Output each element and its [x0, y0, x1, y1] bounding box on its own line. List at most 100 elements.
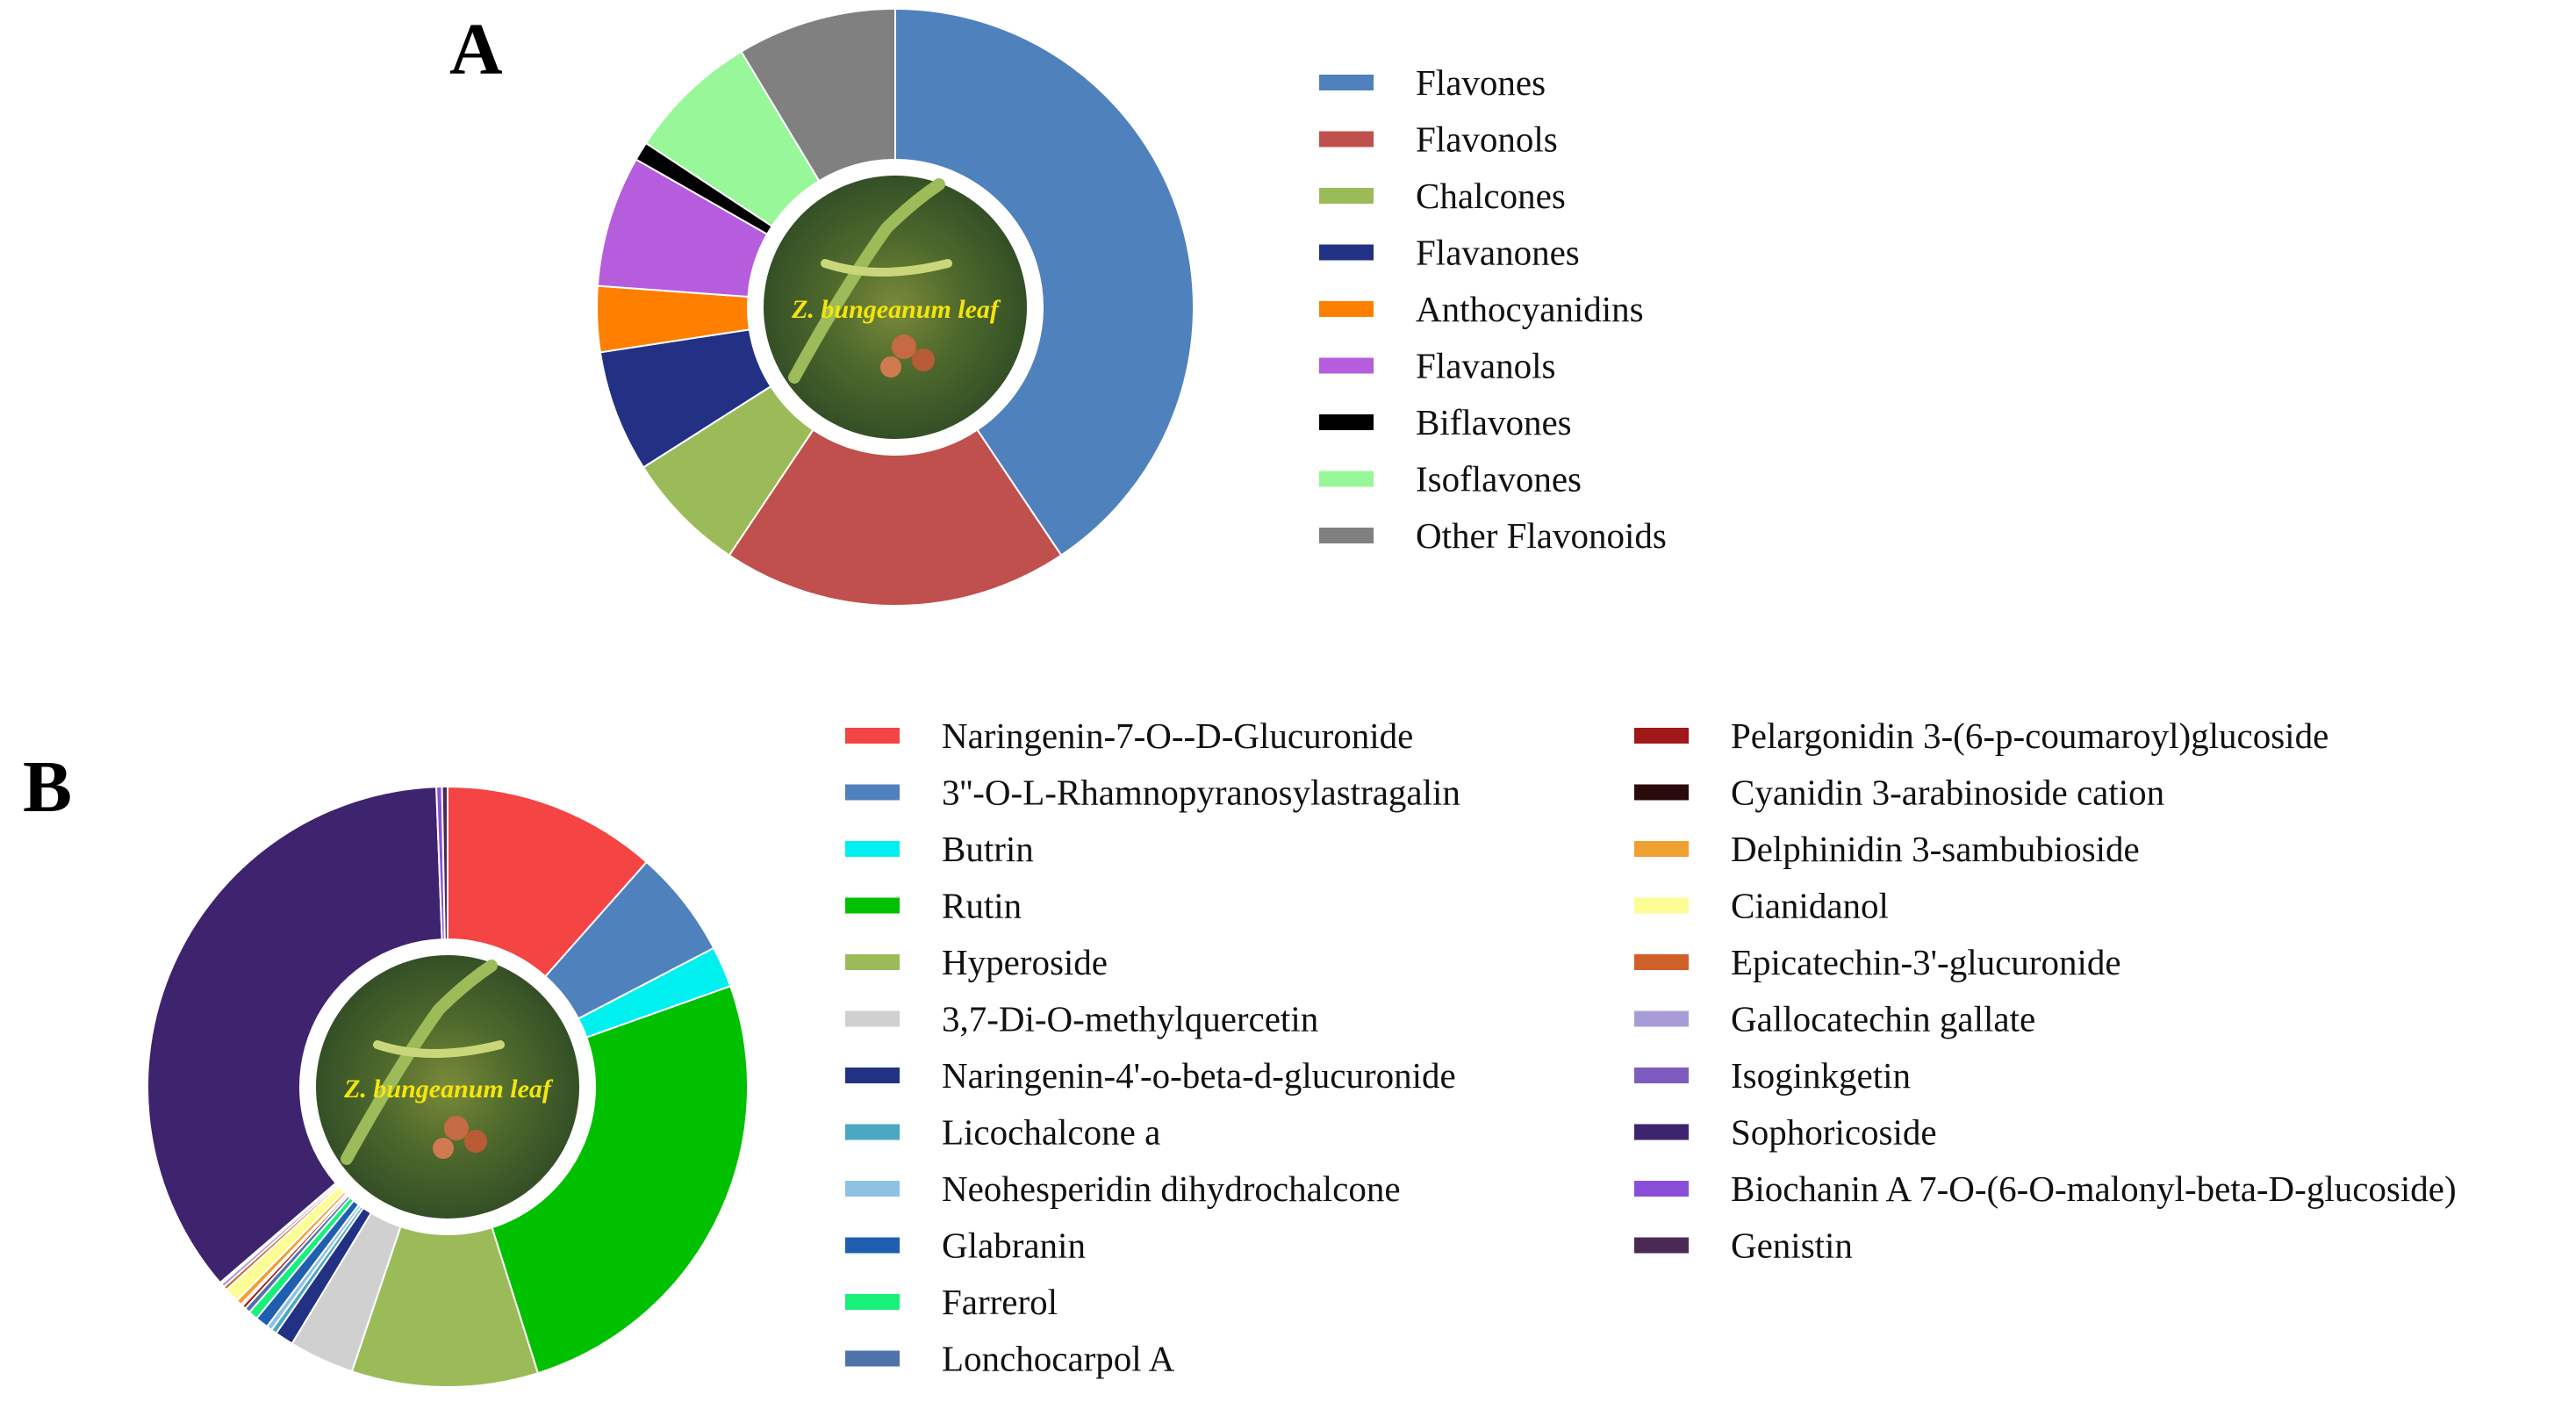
- legend-item-b-rutin: Rutin: [845, 886, 1022, 926]
- legend-swatch-b-isoginkgetin: [1634, 1068, 1689, 1083]
- legend-item-b-naringenin-4-o-beta-d-glucuronide: Naringenin-4'-o-beta-d-glucuronide: [845, 1055, 1456, 1096]
- legend-label-b-genistin: Genistin: [1731, 1226, 1853, 1266]
- legend-label-a-anthocyanidins: Anthocyanidins: [1416, 289, 1644, 329]
- slice-a-flavonols: [728, 428, 1063, 607]
- legend-item-b-cianidanol: Cianidanol: [1634, 886, 1889, 926]
- legend-swatch-a-flavonols: [1319, 131, 1374, 147]
- legend-label-b-butrin: Butrin: [942, 829, 1034, 869]
- legend-item-b-cyanidin-3-arabinoside-cation: Cyanidin 3-arabinoside cation: [1634, 773, 2164, 813]
- slice-b-genistin: [441, 785, 448, 941]
- legend-label-a-other-flavonoids: Other Flavonoids: [1416, 515, 1667, 556]
- fruit-a2: [912, 349, 935, 371]
- fruit-a3: [880, 356, 901, 377]
- legend-item-b-genistin: Genistin: [1634, 1226, 1853, 1266]
- legend-item-b-lonchocarpol-a: Lonchocarpol A: [845, 1339, 1175, 1379]
- legend-item-b-epicatechin-3-glucuronide: Epicatechin-3'-glucuronide: [1634, 942, 2121, 982]
- center-label-b: Z. bungeanum leaf: [343, 1075, 554, 1104]
- center-photo-a: Z. bungeanum leaf: [764, 176, 1027, 439]
- legend-item-a-biflavones: Biflavones: [1319, 402, 1572, 442]
- legend-item-b-biochanin-a-7-o-6-o-malonyl-beta-d-glucoside: Biochanin A 7-O-(6-O-malonyl-beta-D-gluc…: [1634, 1168, 2457, 1209]
- legend-swatch-b-genistin: [1634, 1237, 1689, 1254]
- legend-item-b-gallocatechin-gallate: Gallocatechin gallate: [1634, 999, 2035, 1039]
- fruit-b2: [464, 1130, 487, 1153]
- legend-swatch-b-sophoricoside: [1634, 1124, 1689, 1140]
- center-label-a: Z. bungeanum leaf: [791, 295, 1001, 324]
- legend-swatch-b-neohesperidin-dihydrochalcone: [845, 1181, 900, 1197]
- legend-item-b-hyperoside: Hyperoside: [845, 942, 1108, 982]
- legend-label-b-epicatechin-3-glucuronide: Epicatechin-3'-glucuronide: [1731, 942, 2121, 982]
- legend-label-a-biflavones: Biflavones: [1416, 402, 1572, 442]
- legend-item-b-glabranin: Glabranin: [845, 1226, 1086, 1266]
- legend-swatch-b-delphinidin-3-sambubioside: [1634, 841, 1689, 857]
- panel-a: A Z. bungeanum leaf Flavones Flavonols Cha…: [449, 7, 1667, 607]
- legend-label-b-licochalcone-a: Licochalcone a: [942, 1112, 1160, 1153]
- leaf-shape-b1: [341, 960, 498, 1165]
- legend-label-a-flavanols: Flavanols: [1416, 346, 1555, 386]
- legend-swatch-b-glabranin: [845, 1237, 900, 1254]
- legend-swatch-a-anthocyanidins: [1319, 301, 1374, 317]
- legend-swatch-a-flavanols: [1319, 357, 1374, 374]
- donut-chart-a: Z. bungeanum leaf: [596, 7, 1195, 607]
- legend-item-b-3-7-di-o-methylquercetin: 3,7-Di-O-methylquercetin: [845, 999, 1318, 1039]
- legend-swatch-b-pelargonidin-3-6-p-coumaroyl-glucoside: [1634, 728, 1689, 744]
- legend-swatch-b-cianidanol: [1634, 897, 1689, 914]
- legend-item-a-flavanols: Flavanols: [1319, 346, 1555, 386]
- center-photo-b: Z. bungeanum leaf: [316, 955, 579, 1219]
- donut-slices-b: [147, 785, 749, 1388]
- legend-swatch-a-flavanones: [1319, 244, 1374, 261]
- panel-b: B Z. bungeanum leaf Naringenin-7-O--D-Gl…: [23, 715, 2457, 1388]
- legend-item-b-licochalcone-a: Licochalcone a: [845, 1112, 1160, 1153]
- legend-label-b-3-o-l-rhamnopyranosylastragalin: 3''-O-L-Rhamnopyranosylastragalin: [942, 773, 1460, 813]
- legend-label-b-biochanin-a-7-o-6-o-malonyl-beta-d-glucoside: Biochanin A 7-O-(6-O-malonyl-beta-D-gluc…: [1731, 1168, 2457, 1209]
- legend-label-b-3-7-di-o-methylquercetin: 3,7-Di-O-methylquercetin: [942, 999, 1318, 1039]
- legend-item-b-pelargonidin-3-6-p-coumaroyl-glucoside: Pelargonidin 3-(6-p-coumaroyl)glucoside: [1634, 715, 2328, 756]
- legend-b: Naringenin-7-O--D-Glucuronide 3''-O-L-Rha…: [845, 715, 2457, 1379]
- legend-label-b-pelargonidin-3-6-p-coumaroyl-glucoside: Pelargonidin 3-(6-p-coumaroyl)glucoside: [1731, 715, 2328, 756]
- panel-label-b: B: [23, 746, 72, 828]
- legend-swatch-a-other-flavonoids: [1319, 528, 1374, 543]
- legend-label-a-flavones: Flavones: [1416, 62, 1546, 103]
- legend-item-a-chalcones: Chalcones: [1319, 176, 1566, 216]
- legend-label-b-lonchocarpol-a: Lonchocarpol A: [942, 1339, 1175, 1379]
- legend-item-b-sophoricoside: Sophoricoside: [1634, 1112, 1937, 1153]
- legend-label-b-naringenin-7-o-d-glucuronide: Naringenin-7-O--D-Glucuronide: [942, 715, 1413, 756]
- legend-label-b-gallocatechin-gallate: Gallocatechin gallate: [1731, 999, 2035, 1039]
- legend-item-b-delphinidin-3-sambubioside: Delphinidin 3-sambubioside: [1634, 829, 2140, 869]
- legend-item-a-flavones: Flavones: [1319, 62, 1546, 103]
- legend-item-a-flavanones: Flavanones: [1319, 233, 1580, 273]
- legend-item-a-other-flavonoids: Other Flavonoids: [1319, 515, 1667, 556]
- legend-label-a-chalcones: Chalcones: [1416, 176, 1566, 216]
- legend-label-a-flavanones: Flavanones: [1416, 233, 1580, 273]
- legend-label-b-naringenin-4-o-beta-d-glucuronide: Naringenin-4'-o-beta-d-glucuronide: [942, 1055, 1456, 1096]
- legend-label-b-cyanidin-3-arabinoside-cation: Cyanidin 3-arabinoside cation: [1731, 773, 2164, 813]
- legend-item-a-anthocyanidins: Anthocyanidins: [1319, 289, 1644, 329]
- slice-a-flavones: [894, 7, 1195, 557]
- legend-item-b-butrin: Butrin: [845, 829, 1034, 869]
- fruit-b1: [444, 1116, 469, 1140]
- legend-item-b-farrerol: Farrerol: [845, 1282, 1058, 1322]
- legend-swatch-b-hyperoside: [845, 954, 900, 970]
- leaf-shape-a1: [788, 178, 945, 384]
- leaf-photo-a: [764, 176, 1027, 439]
- legend-label-b-neohesperidin-dihydrochalcone: Neohesperidin dihydrochalcone: [942, 1168, 1401, 1209]
- slice-b-sophoricoside: [147, 786, 443, 1284]
- legend-label-b-isoginkgetin: Isoginkgetin: [1731, 1055, 1911, 1096]
- fruit-b3: [433, 1138, 454, 1159]
- legend-swatch-b-biochanin-a-7-o-6-o-malonyl-beta-d-glucoside: [1634, 1181, 1689, 1197]
- legend-label-b-glabranin: Glabranin: [942, 1226, 1086, 1266]
- legend-swatch-a-flavones: [1319, 75, 1374, 90]
- legend-label-b-sophoricoside: Sophoricoside: [1731, 1112, 1937, 1153]
- legend-swatch-a-isoflavones: [1319, 471, 1374, 487]
- legend-item-a-isoflavones: Isoflavones: [1319, 459, 1582, 500]
- legend-swatch-b-farrerol: [845, 1294, 900, 1310]
- legend-swatch-b-gallocatechin-gallate: [1634, 1010, 1689, 1027]
- donut-chart-b: Z. bungeanum leaf: [147, 785, 749, 1388]
- leaf-shape-a2: [821, 259, 952, 277]
- leaf-photo-b: [316, 955, 579, 1219]
- legend-label-b-farrerol: Farrerol: [942, 1282, 1058, 1322]
- slice-a-other-flavonoids: [740, 7, 896, 183]
- fruit-a1: [892, 334, 916, 359]
- legend-swatch-b-epicatechin-3-glucuronide: [1634, 954, 1689, 970]
- legend-swatch-b-butrin: [845, 841, 900, 857]
- legend-label-b-rutin: Rutin: [942, 886, 1022, 926]
